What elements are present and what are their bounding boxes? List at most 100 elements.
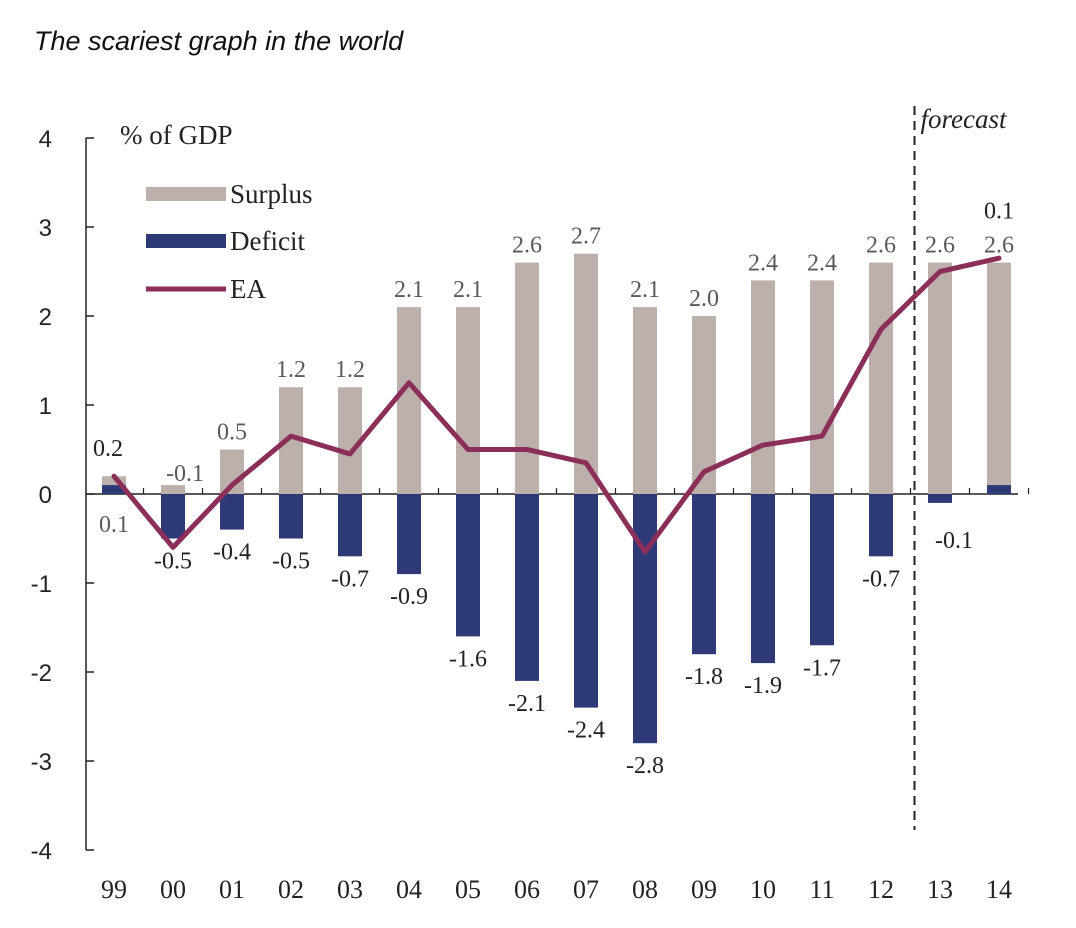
surplus-bar <box>397 307 421 494</box>
x-tick-label: 01 <box>219 875 245 904</box>
x-tick-label: 08 <box>632 875 658 904</box>
surplus-label: 2.6 <box>512 233 542 259</box>
deficit-label: -0.9 <box>390 584 428 610</box>
surplus-label: 1.2 <box>276 357 306 383</box>
surplus-label: 2.6 <box>984 233 1014 259</box>
surplus-label: 0.5 <box>217 420 247 446</box>
chart-caption: The scariest graph in the world <box>34 26 404 56</box>
deficit-label: -1.7 <box>803 655 841 681</box>
forecast-label: forecast <box>921 104 1008 134</box>
x-tick-label: 03 <box>337 875 363 904</box>
deficit-label: 0.1 <box>984 199 1014 225</box>
surplus-label: 2.0 <box>689 286 719 312</box>
y-tick-label: -3 <box>31 749 52 776</box>
surplus-bar <box>692 316 716 494</box>
deficit-bar <box>161 494 185 539</box>
surplus-label: 2.4 <box>748 250 778 276</box>
bars <box>102 253 1011 744</box>
deficit-bar <box>869 494 893 557</box>
deficit-label: 0.1 <box>99 512 129 538</box>
x-tick-label: 05 <box>455 875 481 904</box>
x-tick-label: 13 <box>927 875 953 904</box>
surplus-bar <box>928 262 952 494</box>
y-tick-label: -4 <box>31 838 52 865</box>
deficit-bar <box>574 494 598 708</box>
x-tick-label: 10 <box>750 875 776 904</box>
deficit-label: -0.1 <box>935 528 973 554</box>
surplus-label: 1.2 <box>335 357 365 383</box>
x-tick-label: 14 <box>986 875 1012 904</box>
surplus-label: 2.6 <box>866 233 896 259</box>
x-tick-label: 00 <box>160 875 186 904</box>
x-tick-label: 99 <box>101 875 127 904</box>
surplus-bar <box>751 280 775 494</box>
deficit-bar <box>397 494 421 575</box>
surplus-label: 2.1 <box>630 277 660 303</box>
x-tick-label: 04 <box>396 875 422 904</box>
y-tick-label: 1 <box>39 393 52 420</box>
deficit-bar <box>810 494 834 646</box>
deficit-bar <box>928 494 952 503</box>
deficit-label: -0.7 <box>862 566 900 592</box>
legend-swatch-surplus <box>146 187 226 201</box>
y-tick-label: 3 <box>39 215 52 242</box>
surplus-label: 2.6 <box>925 233 955 259</box>
deficit-bar <box>456 494 480 637</box>
deficit-label: -0.5 <box>154 549 192 575</box>
surplus-bar <box>810 280 834 494</box>
deficit-bar <box>633 494 657 744</box>
surplus-bar <box>633 307 657 494</box>
deficit-bar <box>751 494 775 664</box>
deficit-label: -1.8 <box>685 664 723 690</box>
legend-label-deficit: Deficit <box>230 226 305 256</box>
ea-line-path <box>111 255 1002 555</box>
unit-label: % of GDP <box>120 120 233 150</box>
surplus-bar <box>869 262 893 494</box>
y-tick-label: 2 <box>39 304 52 331</box>
deficit-label: -2.1 <box>508 691 546 717</box>
y-tick-label: -1 <box>31 571 52 598</box>
x-tick-label: 11 <box>809 875 834 904</box>
surplus-label: -0.1 <box>166 461 204 487</box>
surplus-label: 2.1 <box>453 277 483 303</box>
surplus-label: 2.7 <box>571 224 601 250</box>
deficit-bar <box>220 494 244 530</box>
deficit-label: -0.4 <box>213 540 251 566</box>
y-tick-label: 0 <box>39 482 52 509</box>
surplus-bar <box>456 307 480 494</box>
x-tick-label: 06 <box>514 875 540 904</box>
deficit-label: -1.9 <box>744 673 782 699</box>
deficit-label: -2.4 <box>567 718 605 744</box>
x-tick-label: 12 <box>868 875 894 904</box>
ea-line <box>111 255 1002 555</box>
data-labels: 0.2 -0.1 0.5 1.2 1.2 2.1 2.1 2.6 2.7 2.1 2.0 2.4 2.4… <box>93 199 1014 780</box>
deficit-label: -0.7 <box>331 566 369 592</box>
deficit-bar <box>102 485 126 494</box>
legend-label-surplus: Surplus <box>230 179 313 209</box>
surplus-label: 0.2 <box>93 436 123 462</box>
x-tick-label: 09 <box>691 875 717 904</box>
legend-label-ea: EA <box>230 274 266 304</box>
surplus-bar <box>574 253 598 494</box>
deficit-label: -0.5 <box>272 549 310 575</box>
deficit-label: -1.6 <box>449 646 487 672</box>
x-tick-label: 07 <box>573 875 599 904</box>
deficit-bar <box>987 485 1011 494</box>
y-tick-label: 4 <box>39 126 52 153</box>
legend: Surplus Deficit EA <box>146 179 313 304</box>
surplus-bar <box>987 262 1011 494</box>
legend-swatch-deficit <box>146 234 226 248</box>
surplus-bar <box>515 262 539 494</box>
surplus-label: 2.1 <box>394 277 424 303</box>
x-tick-label: 02 <box>278 875 304 904</box>
deficit-bar <box>279 494 303 539</box>
deficit-bar <box>338 494 362 557</box>
deficit-bar <box>692 494 716 655</box>
deficit-label: -2.8 <box>626 753 664 779</box>
y-tick-label: -2 <box>31 660 52 687</box>
surplus-bar <box>161 485 185 494</box>
deficit-bar <box>515 494 539 681</box>
surplus-label: 2.4 <box>807 250 837 276</box>
